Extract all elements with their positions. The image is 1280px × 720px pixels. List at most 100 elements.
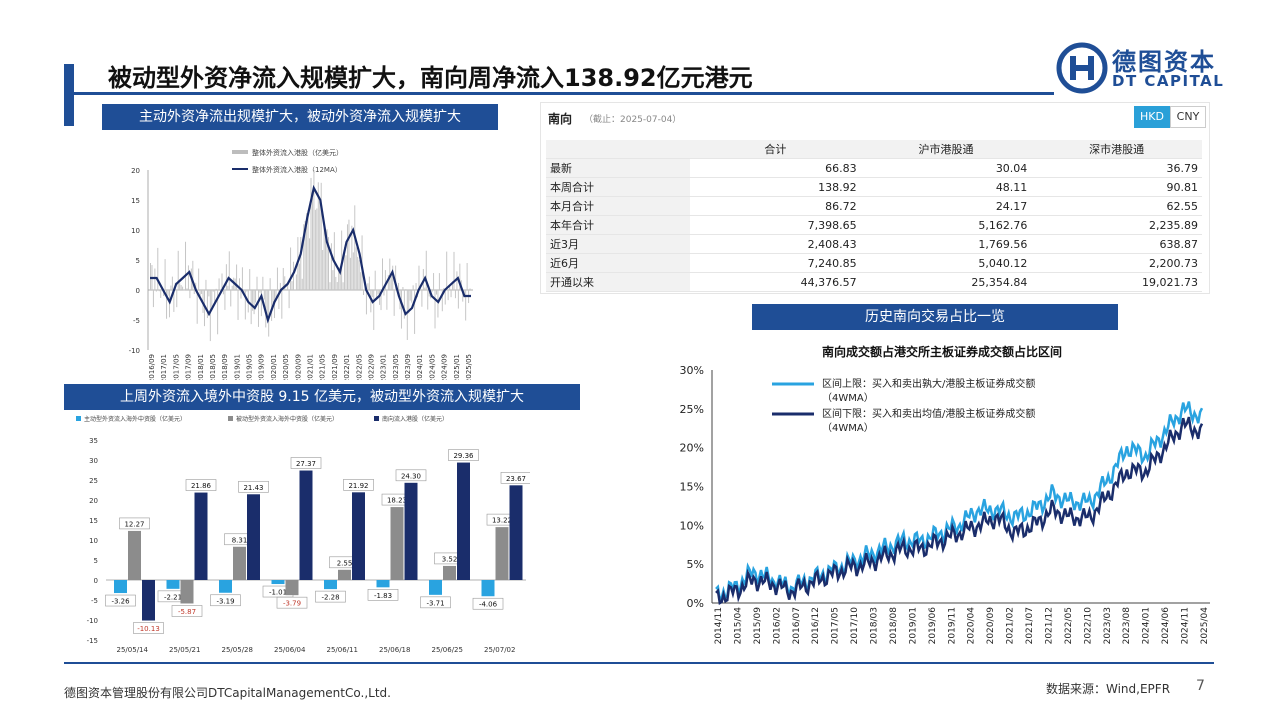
south-table-row-label: 开通以来 [546,272,690,292]
chart1-y-tick: 20 [131,167,140,175]
south-table-cell: 48.11 [860,177,1032,197]
chart3-legend-label: 区间下限：买入和卖出均值/港股主板证券成交额 [822,407,1035,420]
south-table-cell: 138.92 [690,177,861,197]
chart2-data-label: 8.31 [232,536,248,544]
chart2-y-tick: -15 [87,637,98,645]
chart1-flow-bar [244,290,246,320]
chart2-x-tick: 25/05/21 [169,646,200,654]
chart3-lower-line [715,416,1204,605]
chart1-flow-bar [160,290,162,298]
chart2-data-label-box [472,597,504,610]
chart3-y-tick: 5% [687,558,704,571]
chart1-flow-bar [222,290,224,295]
chart2-legend-label: 南向流入港股（亿美元） [382,415,448,423]
chart2-y-tick: -5 [91,597,98,605]
chart1-flow-bar [403,290,405,319]
chart1-y-tick: -5 [133,317,140,325]
chart1-flow-bar [328,237,330,290]
south-table-date: （截止：2025-07-04） [584,115,682,125]
chart1-flow-bar [415,283,417,290]
chart1-flow-bar [338,267,340,290]
chart2-y-tick: 10 [89,537,98,545]
chart1-x-tick: 2021/05 [319,354,327,380]
chart1-flow-bar [374,270,376,290]
south-table-cell: 1,769.56 [860,234,1032,254]
chart2-weekly-flows: 主动型外资流入海外中资股（亿美元） 被动型外资流入海外中资股（亿美元） 南向流入港股… [76,415,530,654]
chart1-flow-bar [387,274,389,290]
chart3-x-tick: 2020/04 [967,607,977,645]
chart2-data-label-box [420,596,451,609]
chart1-flow-bar [466,262,468,290]
chart1-flow-bar [335,276,337,290]
chart2-legend-swatch [228,416,233,421]
chart2-data-label-box [395,469,427,482]
chart2-bar [233,546,246,580]
chart2-data-label: 18.23 [387,497,407,505]
south-table-cell: 5,162.76 [860,215,1032,235]
chart1-x-tick: 2018/09 [221,354,229,380]
chart2-bar [219,580,232,593]
chart1-legend-label-line: 整体外资流入港股（12MA） [252,165,342,174]
chart1-flow-bar [182,286,184,290]
chart2-bar [429,580,442,595]
south-table-cell: 638.87 [1031,234,1202,254]
title-accent-bar [64,64,74,126]
chart1-flow-bar [303,224,305,290]
chart1-flow-bar [323,221,325,290]
chart1-flow-bar [418,265,420,290]
chart2-banner: 上周外资流入境外中资股 9.15 亿美元，被动型外资流入规模扩大 [64,384,580,410]
south-table-cell: 62.55 [1031,196,1202,216]
chart1-flow-bar [393,290,395,316]
chart1-flow-bar [300,237,302,290]
chart1-flow-bar [363,290,365,296]
chart2-x-tick: 25/05/14 [117,646,149,654]
chart1-flow-bar [180,285,182,290]
south-table-panel [540,102,1210,294]
chart1-flow-bar [227,285,229,290]
chart1-flow-bar [152,290,154,308]
chart1-x-tick: 2021/01 [307,354,315,380]
chart1-flow-bar [285,289,287,290]
chart2-data-label-box [500,472,530,484]
chart1-flow-bar [291,281,293,290]
table-row: 本月合计 86.72 24.17 62.55 [546,196,1202,216]
chart1-flow-bar [358,260,360,290]
chart3-y-tick: 0% [687,597,704,610]
chart1-flow-bar [456,271,458,290]
chart1-flow-bar [240,290,242,299]
chart1-flow-bar [373,290,375,330]
chart2-data-label: -1.01 [269,589,287,597]
south-table-cell: 2,200.73 [1031,253,1202,273]
chart1-flow-bar [173,290,175,312]
chart1-flow-bar [365,290,367,315]
chart1-flow-bar [344,246,346,290]
chart2-x-tick: 25/06/04 [274,646,306,654]
south-table-row-label: 近6月 [546,253,690,273]
south-table-cell: 66.83 [690,158,861,178]
chart1-flow-bar [402,287,404,290]
south-table-cell: 19,021.73 [1031,272,1202,292]
currency-hkd-button[interactable]: HKD [1134,106,1170,128]
currency-cny-button[interactable]: CNY [1170,106,1206,128]
chart1-flow-bar [167,290,169,296]
chart2-data-label: -4.06 [479,601,498,609]
chart1-flow-bar [438,273,440,290]
chart3-x-tick: 2021/07 [1025,607,1035,644]
chart1-y-tick: -10 [129,347,140,355]
chart2-data-label: 21.86 [191,482,212,490]
chart3-x-tick: 2014/11 [714,607,724,644]
chart1-flow-bar [170,285,172,290]
south-table-header-row: 合计 沪市港股通 深市港股通 [546,140,1202,159]
chart1-flow-bar [211,290,213,309]
chart1-flow-bar [354,205,356,290]
chart2-bar [180,580,194,604]
chart2-data-label-box [133,622,164,634]
chart2-data-label: 13.22 [492,517,512,525]
chart2-data-label: 2.55 [337,559,353,567]
chart1-flow-bar [317,182,319,290]
chart1-flow-bar [215,288,217,290]
chart1-y-tick: 5 [136,257,140,265]
south-table-cell: 25,354.84 [860,272,1032,292]
chart1-flow-bar [465,290,467,321]
chart1-flow-bar [176,290,178,308]
